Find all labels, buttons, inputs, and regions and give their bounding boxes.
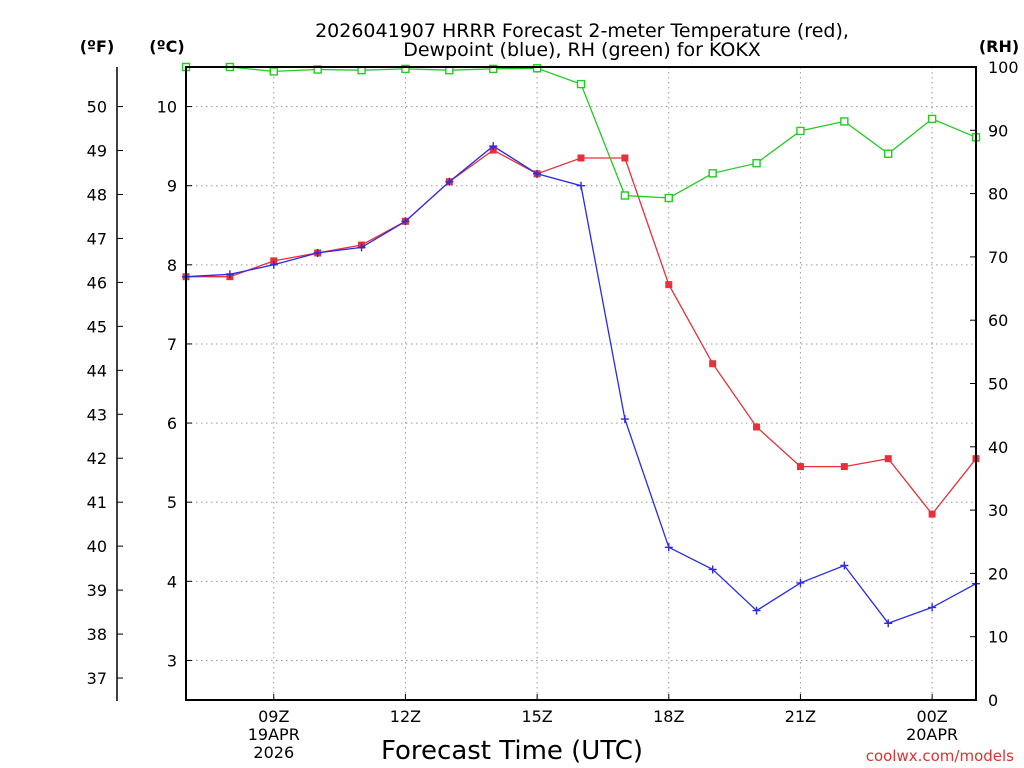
fahrenheit-tick-label: 39 bbox=[87, 581, 107, 600]
temperature-point bbox=[796, 463, 804, 471]
celsius-tick-label: 5 bbox=[167, 493, 177, 512]
fahrenheit-tick-label: 46 bbox=[87, 273, 107, 292]
rh-tick-label: 30 bbox=[988, 501, 1008, 520]
rh-point bbox=[752, 159, 761, 168]
plot-frame bbox=[185, 66, 977, 701]
fahrenheit-tick-label: 41 bbox=[87, 493, 107, 512]
temperature-point bbox=[709, 360, 717, 368]
series-layer bbox=[181, 62, 981, 628]
rh-point bbox=[664, 193, 673, 203]
fahrenheit-tick-label: 42 bbox=[87, 449, 107, 468]
rh-tick-label: 50 bbox=[988, 375, 1008, 394]
fahrenheit-tick-label: 45 bbox=[87, 317, 107, 336]
celsius-tick-label: 4 bbox=[167, 572, 177, 591]
dewpoint-point bbox=[401, 217, 410, 226]
dewpoint-point bbox=[533, 169, 542, 178]
fahrenheit-tick-label: 38 bbox=[87, 625, 107, 644]
dewpoint-point bbox=[752, 606, 761, 615]
x-tick-label: 09Z bbox=[258, 707, 289, 726]
rh-point bbox=[796, 126, 805, 136]
celsius-tick-label: 10 bbox=[157, 98, 177, 117]
dewpoint-point bbox=[928, 603, 937, 612]
grid-layer bbox=[186, 67, 976, 700]
dewpoint-point bbox=[489, 142, 498, 151]
dewpoint-point bbox=[840, 561, 849, 570]
dewpoint-point bbox=[664, 543, 673, 552]
rh-point bbox=[489, 64, 498, 74]
temperature-point bbox=[928, 510, 936, 518]
temperature-point bbox=[753, 423, 761, 431]
rh-point bbox=[840, 117, 849, 126]
fahrenheit-tick-label: 48 bbox=[87, 185, 107, 204]
temperature-point bbox=[884, 455, 892, 463]
fahrenheit-tick-label: 40 bbox=[87, 537, 107, 556]
rh-unit-label: (RH) bbox=[979, 37, 1019, 56]
x-date-label: 20APR bbox=[906, 725, 958, 744]
chart-title-line2: Dewpoint (blue), RH (green) for KOKX bbox=[403, 39, 761, 61]
temperature-point bbox=[621, 154, 629, 162]
rh-point bbox=[576, 79, 586, 89]
fahrenheit-unit-label: (ºF) bbox=[80, 37, 115, 56]
dewpoint-point bbox=[269, 260, 278, 269]
celsius-tick-label: 6 bbox=[167, 414, 177, 433]
rh-point bbox=[927, 114, 937, 124]
celsius-tick-label: 8 bbox=[167, 256, 177, 275]
rh-tick-label: 60 bbox=[988, 311, 1008, 330]
rh-tick-label: 20 bbox=[988, 564, 1008, 583]
rh-point bbox=[884, 149, 893, 158]
temperature-point bbox=[840, 463, 848, 471]
temperature-point bbox=[577, 154, 585, 162]
rh-point bbox=[401, 64, 410, 74]
celsius-tick-label: 7 bbox=[167, 335, 177, 354]
dewpoint-point bbox=[577, 181, 585, 190]
rh-point bbox=[269, 67, 278, 76]
x-tick-label: 00Z bbox=[916, 707, 947, 726]
fahrenheit-tick-label: 44 bbox=[87, 361, 107, 380]
dewpoint-point bbox=[620, 415, 629, 424]
rh-tick-label: 70 bbox=[988, 248, 1008, 267]
dewpoint-line bbox=[185, 145, 977, 624]
dewpoint-point bbox=[357, 243, 366, 252]
rh-point bbox=[532, 64, 542, 73]
rh-tick-label: 10 bbox=[988, 628, 1008, 647]
fahrenheit-tick-label: 37 bbox=[87, 669, 107, 688]
dewpoint-point bbox=[796, 578, 805, 587]
x-axis-label: Forecast Time (UTC) bbox=[381, 736, 643, 766]
x-tick-label: 12Z bbox=[390, 707, 421, 726]
rh-tick-label: 0 bbox=[988, 691, 998, 710]
rh-tick-label: 90 bbox=[988, 121, 1008, 140]
celsius-tick-label: 3 bbox=[167, 651, 177, 670]
fahrenheit-tick-label: 47 bbox=[87, 229, 107, 248]
dewpoint-point bbox=[884, 619, 893, 628]
x-date-label: 19APR bbox=[248, 725, 300, 744]
rh-point bbox=[708, 169, 717, 178]
celsius-tick-label: 9 bbox=[167, 177, 177, 196]
fahrenheit-tick-label: 43 bbox=[87, 405, 107, 424]
x-year-label: 2026 bbox=[253, 743, 294, 762]
chart-title-line1: 2026041907 HRRR Forecast 2-meter Tempera… bbox=[315, 20, 849, 42]
rh-tick-label: 80 bbox=[988, 185, 1008, 204]
fahrenheit-tick-label: 50 bbox=[87, 98, 107, 117]
fahrenheit-tick-label: 49 bbox=[87, 142, 107, 161]
celsius-unit-label: (ºC) bbox=[149, 37, 184, 56]
dewpoint-point bbox=[445, 177, 454, 186]
x-tick-label: 18Z bbox=[653, 707, 684, 726]
dewpoint-point bbox=[708, 565, 717, 574]
rh-tick-label: 100 bbox=[988, 58, 1019, 77]
temperature-line bbox=[186, 149, 977, 516]
credit-text: coolwx.com/models bbox=[866, 747, 1014, 765]
temperature-point bbox=[665, 281, 673, 289]
x-tick-label: 21Z bbox=[785, 707, 816, 726]
dewpoint-point bbox=[313, 248, 322, 257]
rh-point bbox=[620, 191, 630, 200]
dewpoint-point bbox=[225, 270, 234, 279]
x-tick-label: 15Z bbox=[521, 707, 552, 726]
rh-tick-label: 40 bbox=[988, 438, 1008, 457]
